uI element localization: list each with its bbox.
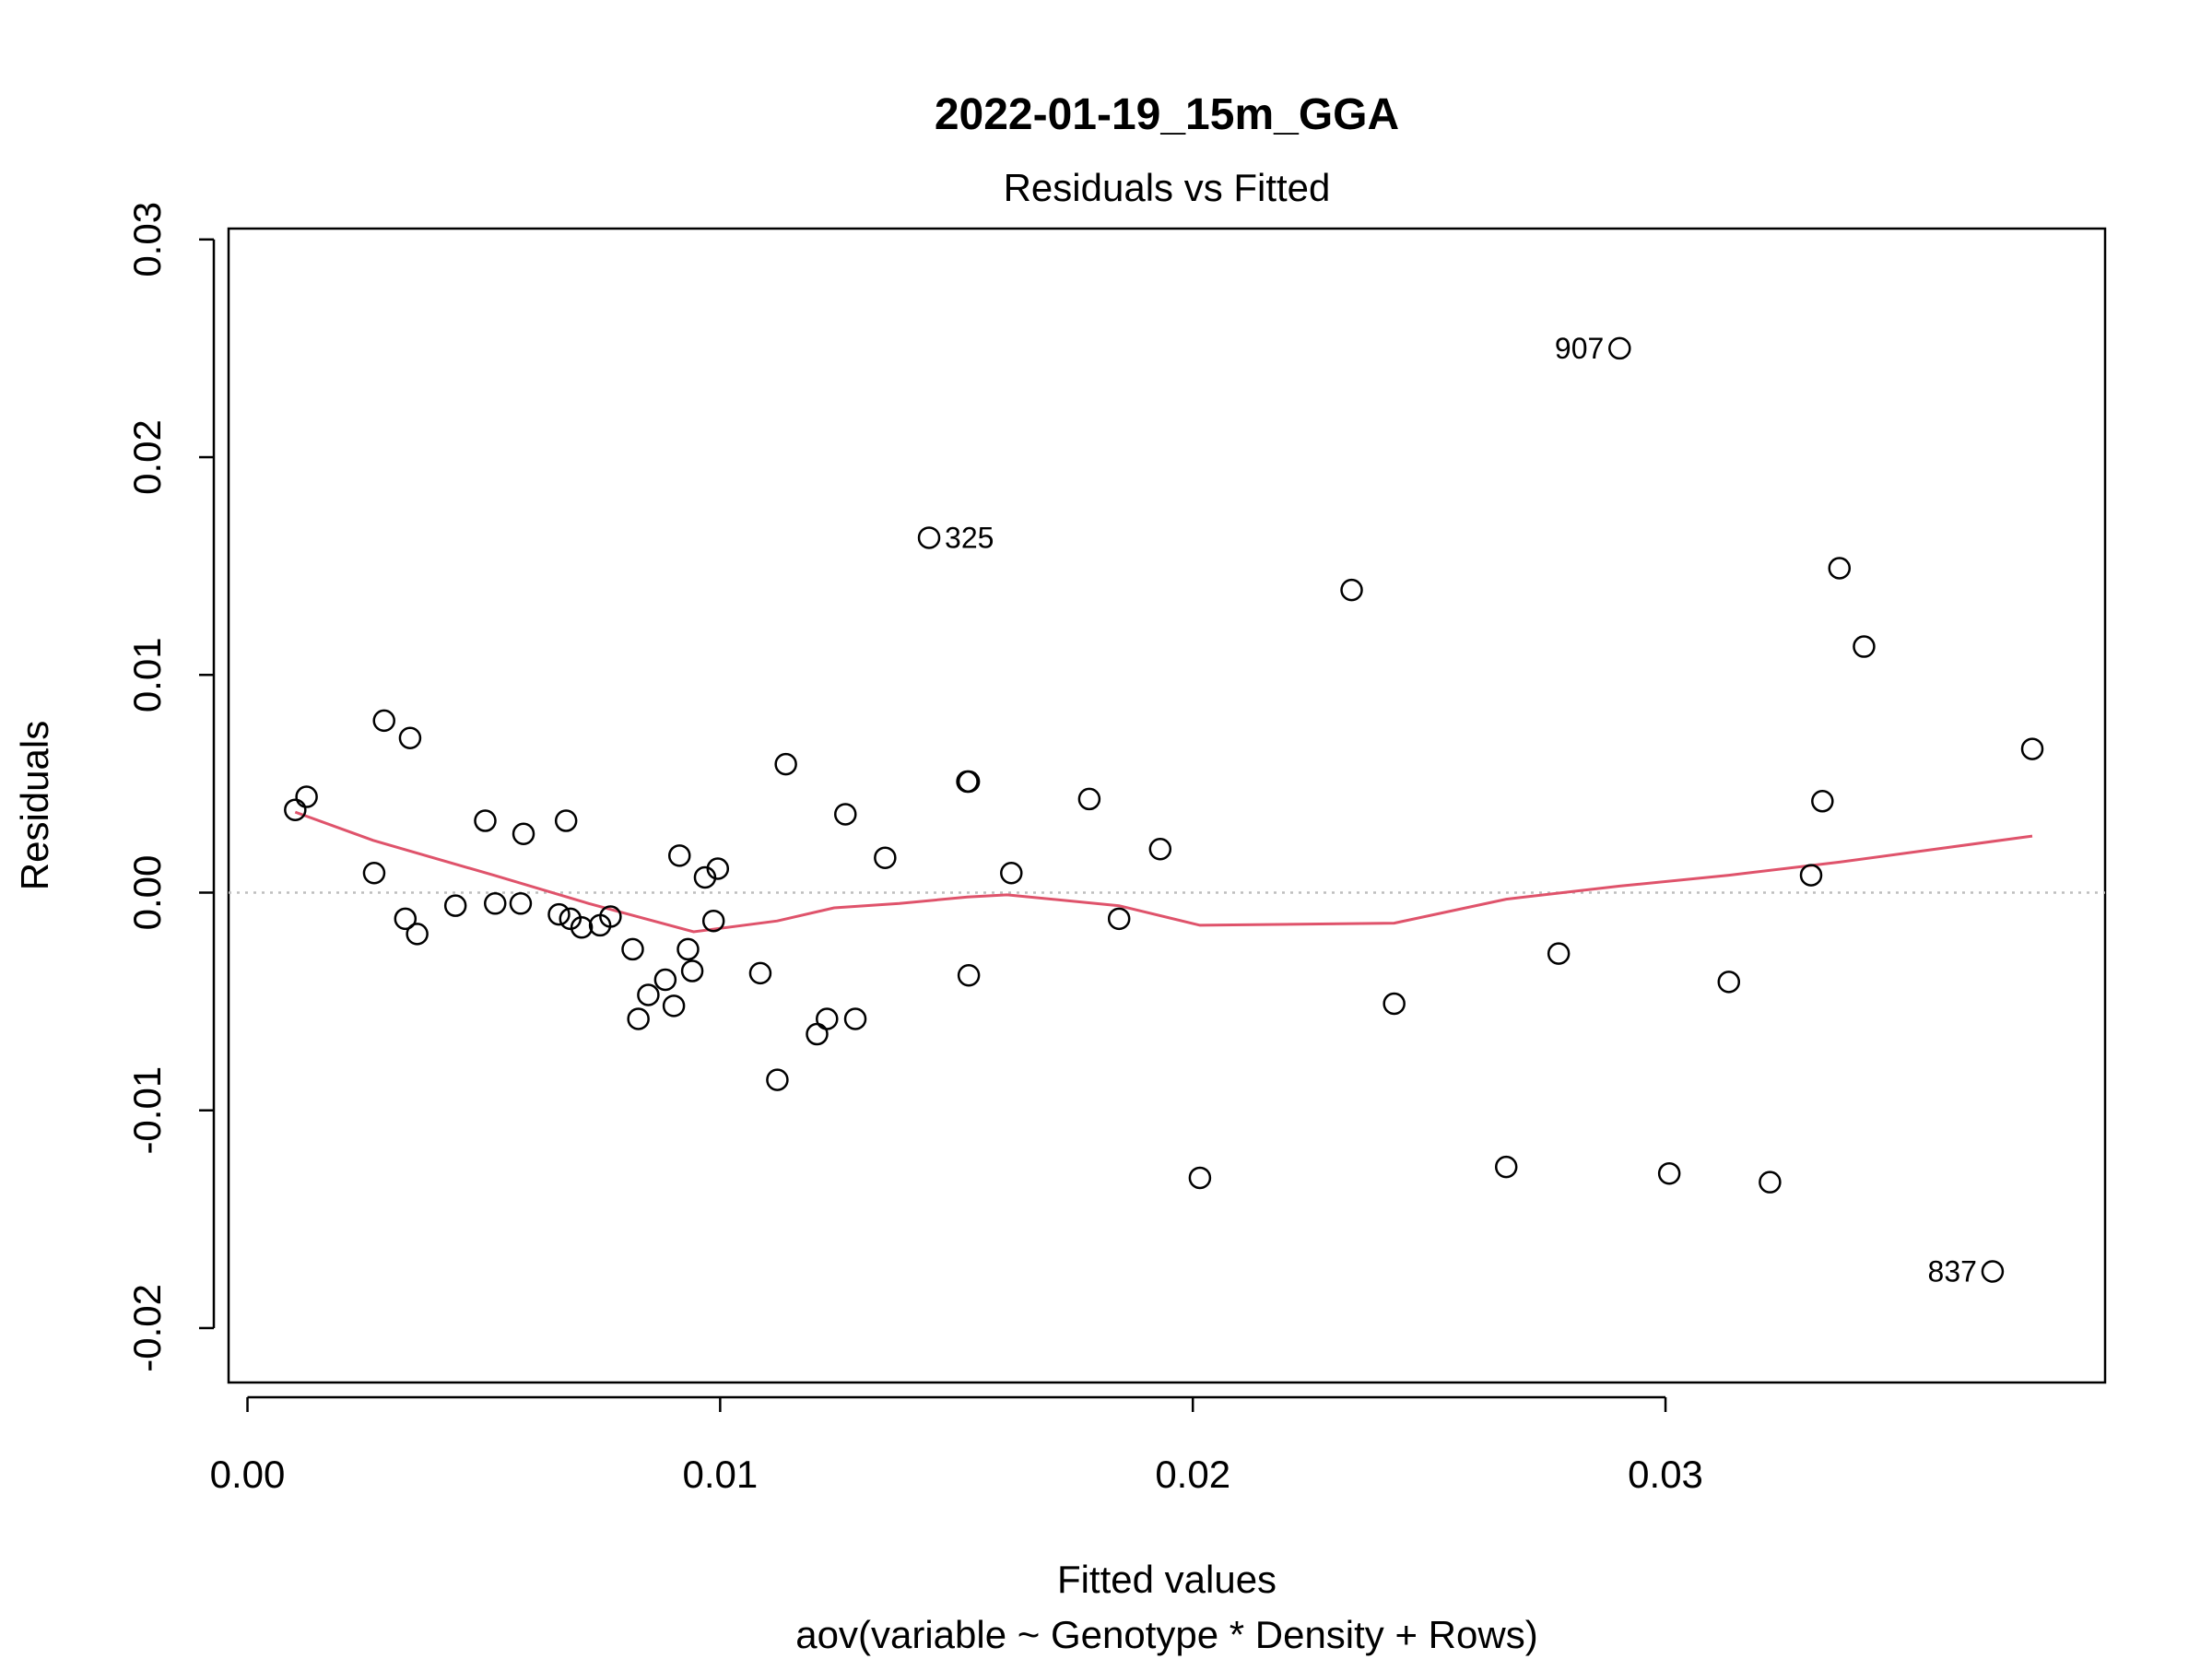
data-point [653,968,677,992]
data-point [706,857,730,880]
data-point [662,994,686,1018]
data-point [559,907,582,931]
data-point [1547,942,1571,965]
y-tick-label: -0.01 [125,1066,169,1155]
data-point [599,905,622,928]
data-point [843,1007,867,1030]
data-point [1494,1155,1518,1179]
x-tick-label: 0.01 [682,1453,758,1496]
x-tick-label: 0.02 [1155,1453,1230,1496]
data-point [1811,790,1834,813]
point-labels-layer: 325 907 837 [945,332,1977,1288]
point-label: 907 [1555,332,1604,365]
data-point [1717,971,1741,994]
point-label: 325 [945,521,994,554]
data-point [295,785,318,808]
data-point [512,822,535,845]
data-point [554,809,578,832]
data-point [570,916,594,939]
data-point [874,846,897,869]
data-point [284,798,307,821]
data-point [1107,907,1131,931]
y-axis-label: Residuals [13,721,56,890]
y-tick-label: 0.00 [125,855,169,931]
x-tick-label: 0.00 [210,1453,286,1496]
data-point [474,809,497,832]
data-point [509,892,533,915]
data-point [372,709,395,733]
y-tick-label: 0.03 [125,202,169,277]
data-point [1077,787,1101,811]
data-point [1981,1260,2005,1283]
data-point [1657,1161,1681,1185]
data-point [766,1068,789,1091]
y-axis: -0.02 -0.01 0.00 0.01 0.02 0.03 [125,202,216,1372]
data-point [398,726,422,750]
data-point [406,923,429,946]
data-point [362,861,386,885]
x-axis-label: Fitted values [1057,1558,1277,1601]
data-point [547,902,571,926]
data-point [1608,336,1631,360]
points-layer [284,336,2044,1283]
data-point [483,892,507,915]
data-point [1799,864,1823,887]
smooth-line [294,810,2033,934]
x-tick-label: 0.03 [1628,1453,1703,1496]
y-tick-label: 0.01 [125,637,169,712]
data-point [627,1007,650,1030]
y-tick-label: 0.02 [125,419,169,495]
y-tick-label: -0.02 [125,1284,169,1372]
data-point [957,964,981,987]
data-point [621,937,644,961]
data-point [677,937,700,961]
data-point [680,959,704,982]
data-point [1000,861,1023,885]
point-label: 837 [1928,1255,1977,1288]
data-point [701,909,725,933]
data-point [1188,1166,1212,1190]
data-point [394,907,418,931]
data-point [1148,837,1172,861]
data-point [1340,578,1363,602]
data-point [748,961,772,985]
data-point [1759,1171,1782,1194]
chart-title: 2022-01-19_15m_GGA [935,90,1399,139]
data-point [668,844,691,867]
data-point [957,770,981,794]
data-point [816,1007,839,1030]
plot-frame [227,227,2107,1384]
data-point [443,894,467,917]
data-point [917,526,941,549]
data-point [637,983,660,1006]
x-axis-sublabel: aov(variable ~ Genotype * Density + Rows… [795,1613,1537,1656]
data-point [774,752,797,776]
data-point [1853,635,1876,658]
data-point [2020,737,2044,760]
data-point [1828,557,1852,580]
smooth-line-layer [294,810,2033,934]
data-point [1382,992,1406,1016]
x-axis: 0.00 0.01 0.02 0.03 [210,1395,1703,1496]
data-point [834,803,857,826]
chart-subtitle: Residuals vs Fitted [1004,166,1331,209]
